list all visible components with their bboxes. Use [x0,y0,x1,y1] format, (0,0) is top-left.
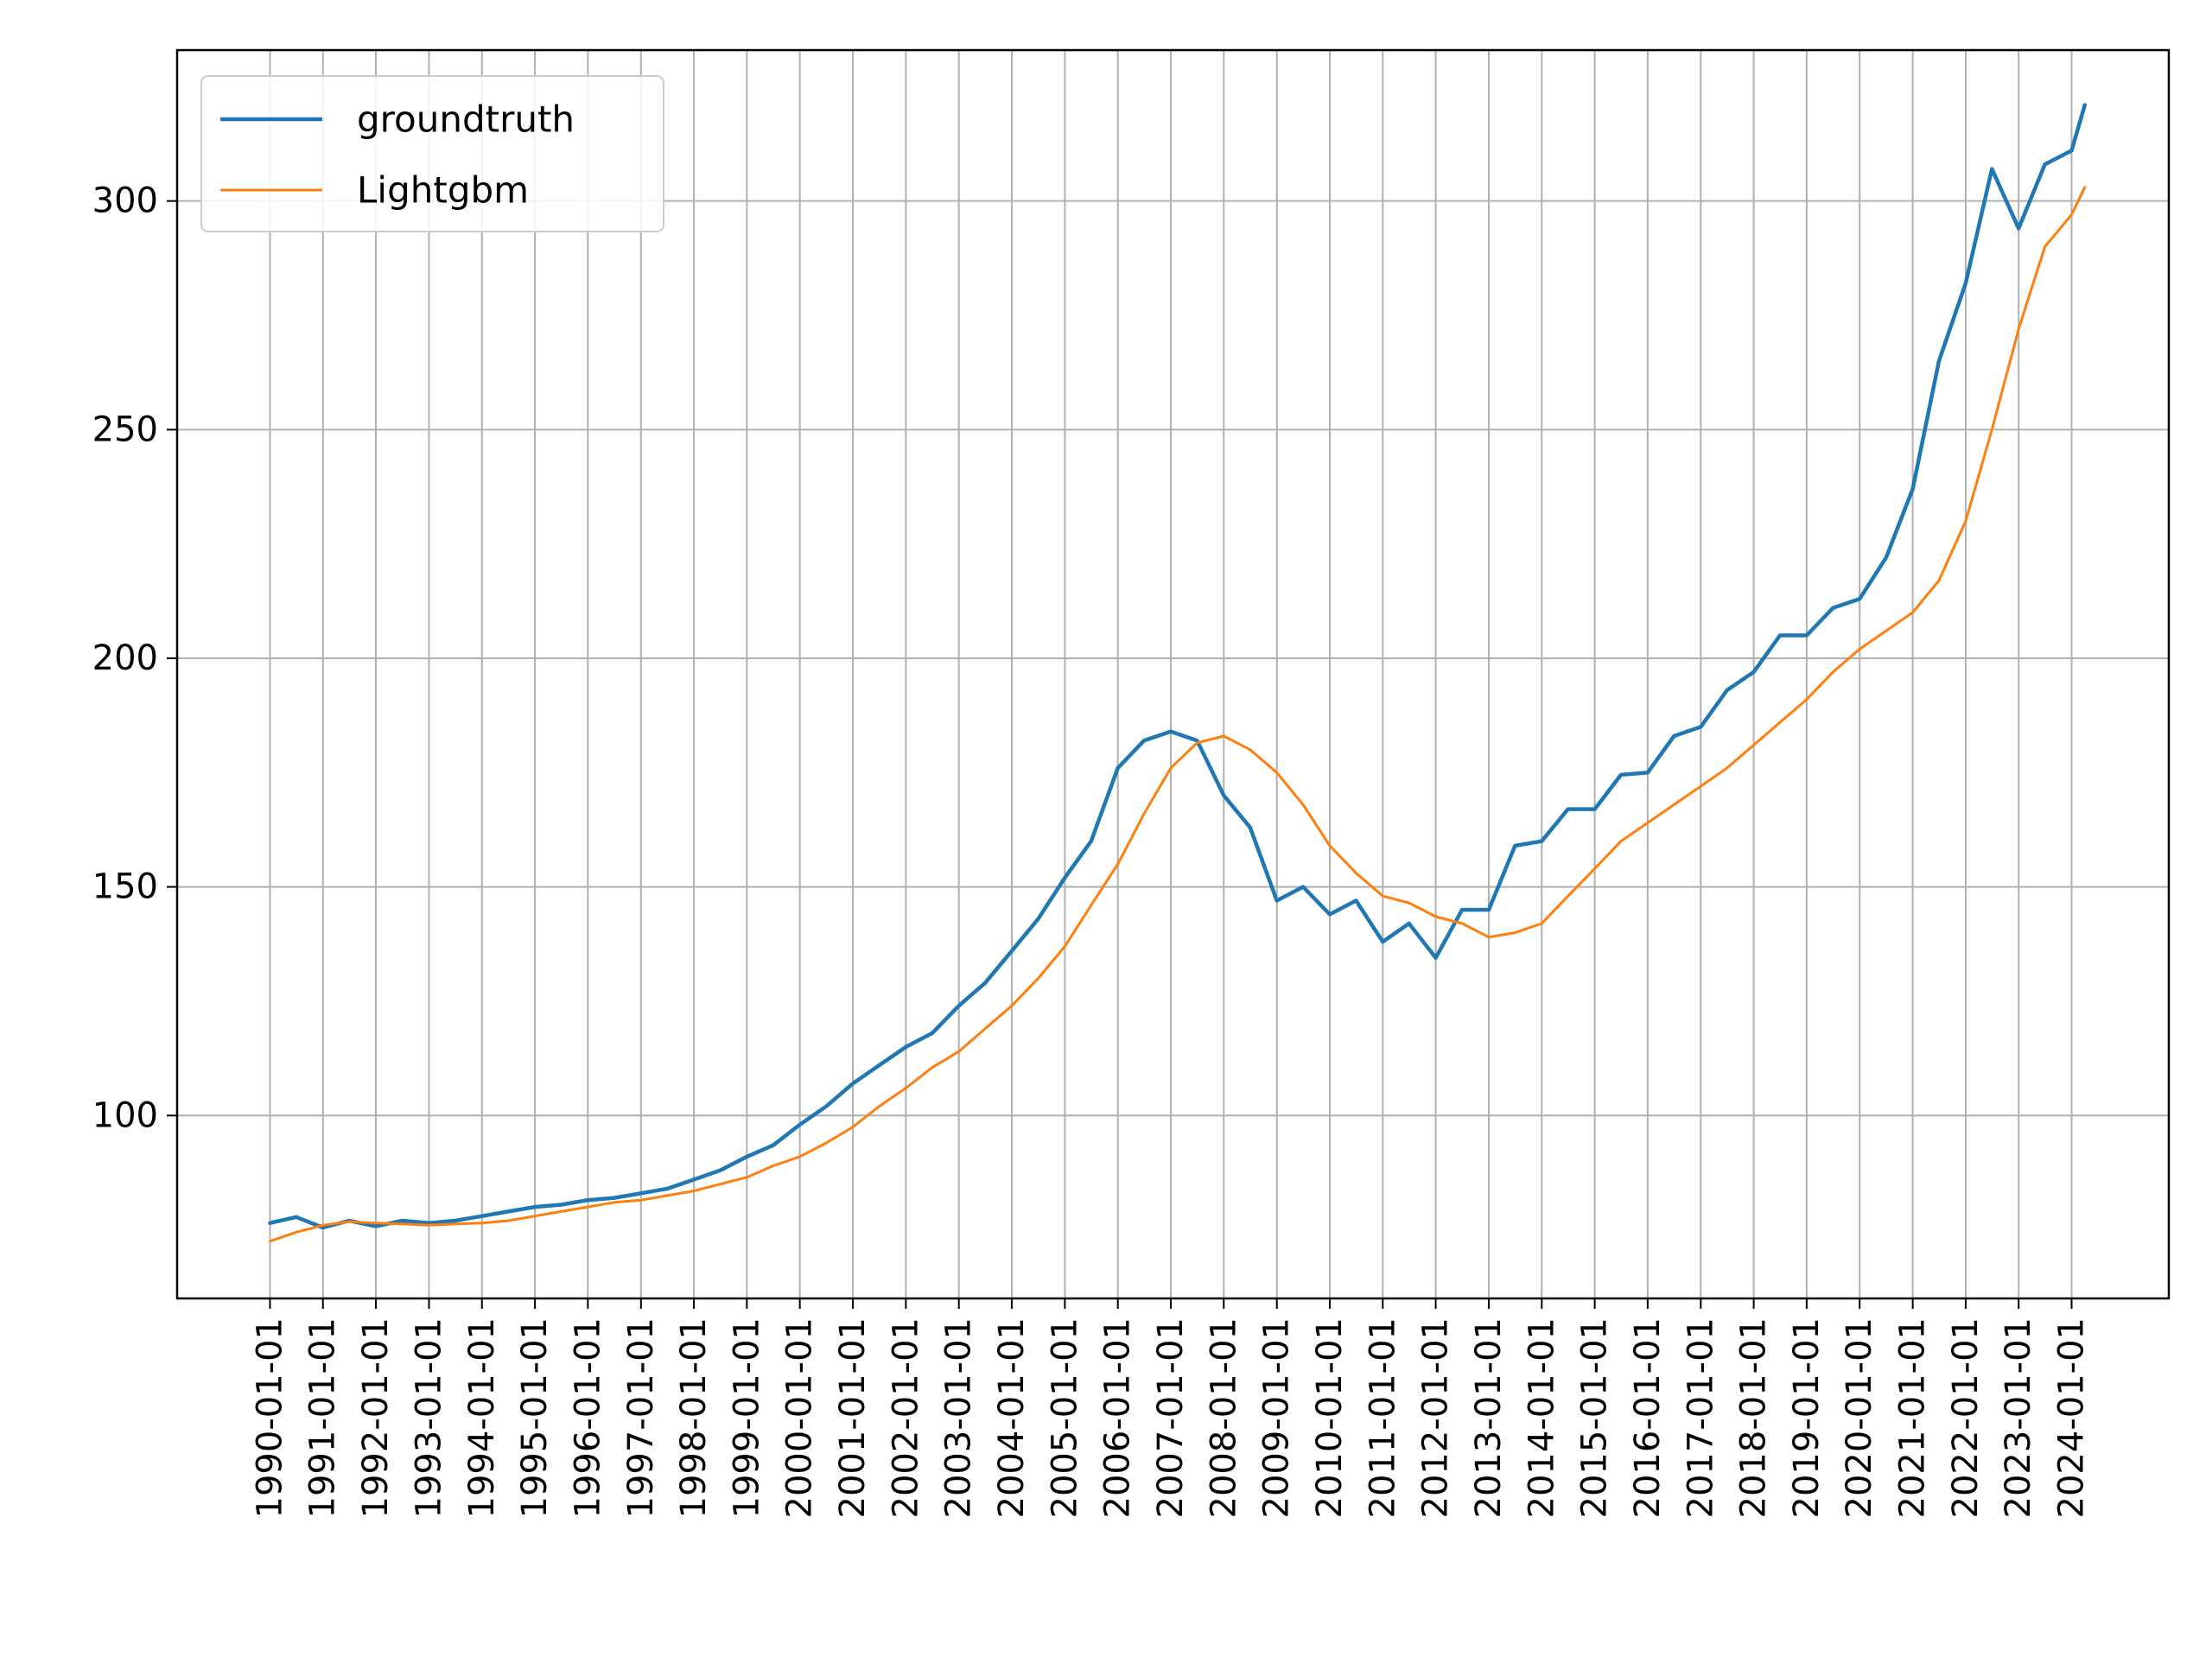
x-tick-label: 2016-01-01 [1628,1317,1668,1518]
x-tick-label: 2013-01-01 [1469,1317,1509,1518]
x-tick-label: 2005-01-01 [1045,1317,1084,1518]
x-tick-label: 1992-01-01 [356,1317,396,1518]
x-tick-label: 1990-01-01 [250,1317,289,1518]
y-tick-label: 150 [92,867,158,907]
grid [177,50,2169,1298]
legend: groundtruth Lightgbm [200,75,664,232]
x-tick-label: 1994-01-01 [462,1317,502,1518]
y-tick-label: 250 [92,409,158,449]
x-tick-label: 2014-01-01 [1522,1317,1561,1518]
x-tick-label: 1997-01-01 [621,1317,661,1518]
x-tick-label: 2023-01-01 [1999,1317,2038,1518]
y-tick-label: 300 [92,181,158,221]
x-tick-label: 2024-01-01 [2052,1317,2092,1518]
x-tick-label: 2022-01-01 [1946,1317,1986,1518]
legend-box [200,75,664,232]
y-axis: 100 150 200 250 300 [92,181,177,1135]
x-tick-label: 2007-01-01 [1151,1317,1191,1518]
x-tick-label: 2010-01-01 [1310,1317,1350,1518]
x-tick-label: 2000-01-01 [780,1317,820,1518]
x-tick-label: 1996-01-01 [568,1317,607,1518]
x-axis: 1990-01-01 1991-01-01 1992-01-01 1993-01-01… [250,1298,2092,1518]
x-tick-label: 2006-01-01 [1098,1317,1138,1518]
x-tick-label: 2003-01-01 [939,1317,979,1518]
x-tick-label: 2009-01-01 [1257,1317,1297,1518]
x-tick-label: 2019-01-01 [1787,1317,1827,1518]
x-tick-label: 1999-01-01 [727,1317,766,1518]
x-tick-label: 2018-01-01 [1734,1317,1774,1518]
x-tick-label: 2017-01-01 [1681,1317,1720,1518]
y-tick-label: 200 [92,638,158,678]
x-tick-label: 2012-01-01 [1416,1317,1456,1518]
plot-frame [175,48,2171,1300]
x-tick-label: 1991-01-01 [303,1317,343,1518]
series-line-groundtruth [268,103,2088,1230]
x-tick-label: 1995-01-01 [515,1317,555,1518]
x-tick-label: 1998-01-01 [674,1317,714,1518]
series-line-lightgbm [269,186,2087,1243]
x-tick-label: 2001-01-01 [833,1317,873,1518]
legend-label: Lightgbm [357,169,529,212]
x-tick-label: 2020-01-01 [1840,1317,1879,1518]
x-tick-label: 2011-01-01 [1363,1317,1402,1518]
y-tick-label: 100 [92,1095,158,1135]
x-tick-label: 2021-01-01 [1893,1317,1933,1518]
x-tick-label: 2015-01-01 [1575,1317,1615,1518]
series-layer [268,103,2088,1243]
x-tick-label: 2004-01-01 [992,1317,1032,1518]
x-tick-label: 2008-01-01 [1204,1317,1243,1518]
x-tick-label: 1993-01-01 [409,1317,448,1518]
x-tick-label: 2002-01-01 [886,1317,925,1518]
legend-label: groundtruth [357,98,575,141]
